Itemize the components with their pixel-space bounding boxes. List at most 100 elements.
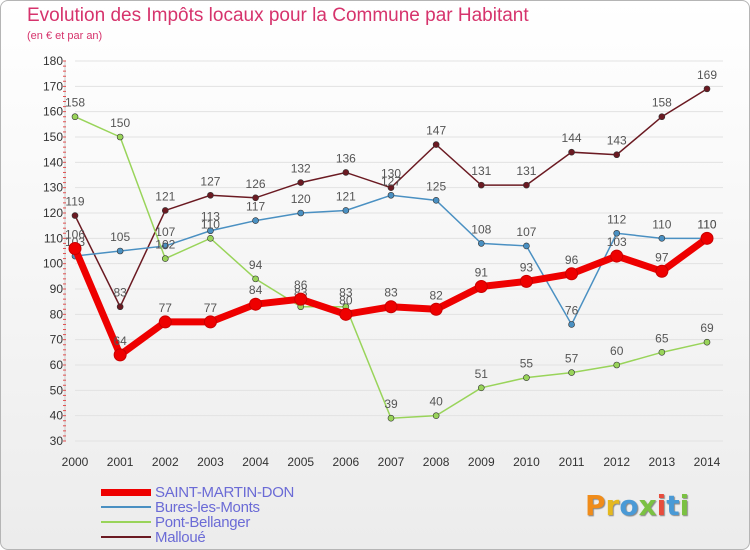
y-tick-label: 180 bbox=[43, 54, 63, 68]
point-saint-martin-don bbox=[249, 297, 263, 311]
point-pont-bellanger bbox=[523, 374, 530, 381]
data-label-bures-les-monts: 105 bbox=[110, 230, 130, 244]
data-label-malloue: 119 bbox=[65, 195, 84, 209]
y-tick-label: 140 bbox=[43, 155, 63, 169]
data-label-malloue: 127 bbox=[200, 174, 220, 188]
point-saint-martin-don bbox=[655, 264, 669, 278]
data-label-saint-martin-don: 80 bbox=[339, 293, 353, 307]
data-label-malloue: 126 bbox=[246, 177, 266, 191]
data-label-saint-martin-don: 91 bbox=[475, 265, 489, 279]
point-bures-les-monts bbox=[477, 240, 485, 247]
data-label-bures-les-monts: 127 bbox=[381, 174, 401, 188]
y-tick-label: 130 bbox=[43, 181, 63, 195]
y-tick-label: 50 bbox=[50, 383, 64, 397]
data-label-bures-les-monts: 76 bbox=[565, 303, 579, 317]
point-bures-les-monts bbox=[161, 242, 169, 250]
data-label-pont-bellanger: 55 bbox=[520, 357, 534, 371]
point-bures-les-monts bbox=[432, 197, 440, 204]
point-malloue bbox=[297, 179, 305, 186]
data-label-bures-les-monts: 108 bbox=[471, 222, 491, 236]
point-malloue bbox=[116, 303, 124, 311]
point-saint-martin-don bbox=[474, 279, 488, 293]
point-pont-bellanger bbox=[477, 384, 485, 392]
x-tick-label: 2009 bbox=[468, 455, 495, 469]
point-saint-martin-don bbox=[203, 315, 217, 329]
data-label-pont-bellanger: 102 bbox=[155, 238, 175, 252]
data-label-malloue: 136 bbox=[336, 151, 356, 165]
x-tick-label: 2008 bbox=[423, 455, 450, 469]
point-pont-bellanger bbox=[568, 369, 575, 376]
y-tick-label: 70 bbox=[50, 333, 64, 347]
point-pont-bellanger bbox=[658, 349, 666, 356]
data-label-pont-bellanger: 65 bbox=[655, 331, 669, 345]
x-tick-label: 2000 bbox=[62, 455, 89, 469]
point-pont-bellanger bbox=[71, 113, 79, 121]
data-label-pont-bellanger: 158 bbox=[65, 96, 85, 110]
point-bures-les-monts bbox=[568, 321, 575, 328]
data-label-malloue: 147 bbox=[426, 124, 446, 138]
data-label-malloue: 158 bbox=[652, 96, 672, 110]
point-bures-les-monts bbox=[207, 227, 214, 235]
legend-swatch bbox=[101, 506, 151, 508]
data-label-malloue: 131 bbox=[471, 164, 491, 178]
point-bures-les-monts bbox=[297, 209, 305, 217]
data-label-pont-bellanger: 40 bbox=[429, 395, 443, 409]
point-pont-bellanger bbox=[613, 361, 621, 369]
point-malloue bbox=[477, 181, 485, 189]
data-label-bures-les-monts: 110 bbox=[697, 217, 716, 231]
y-tick-label: 160 bbox=[43, 105, 63, 119]
data-label-pont-bellanger: 60 bbox=[610, 344, 624, 358]
legend-swatch bbox=[101, 521, 151, 523]
data-label-saint-martin-don: 93 bbox=[520, 260, 534, 274]
x-tick-label: 2011 bbox=[559, 455, 585, 469]
legend-label: Malloué bbox=[155, 529, 206, 546]
point-bures-les-monts bbox=[252, 217, 259, 224]
y-tick-label: 60 bbox=[50, 358, 64, 372]
point-malloue bbox=[613, 151, 621, 159]
legend-label: Pont-Bellanger bbox=[155, 514, 251, 531]
x-tick-label: 2003 bbox=[197, 455, 224, 469]
chart-subtitle: (en € et par an) bbox=[27, 30, 103, 42]
x-tick-label: 2006 bbox=[333, 455, 360, 469]
data-label-bures-les-monts: 113 bbox=[201, 210, 220, 224]
point-saint-martin-don bbox=[158, 315, 172, 329]
point-saint-martin-don bbox=[339, 307, 353, 321]
point-saint-martin-don bbox=[113, 348, 127, 362]
data-label-saint-martin-don: 82 bbox=[429, 288, 443, 302]
data-label-malloue: 143 bbox=[607, 134, 627, 148]
point-malloue bbox=[71, 212, 79, 219]
data-label-malloue: 121 bbox=[155, 189, 175, 203]
point-bures-les-monts bbox=[387, 191, 395, 199]
point-bures-les-monts bbox=[523, 242, 530, 250]
point-saint-martin-don bbox=[294, 292, 308, 306]
y-tick-label: 100 bbox=[43, 257, 63, 271]
x-tick-label: 2005 bbox=[287, 455, 314, 469]
data-label-pont-bellanger: 51 bbox=[475, 367, 489, 381]
data-label-saint-martin-don: 84 bbox=[249, 283, 263, 297]
legend-swatch bbox=[101, 488, 151, 496]
data-label-bures-les-monts: 117 bbox=[246, 200, 265, 214]
data-label-malloue: 131 bbox=[516, 164, 536, 178]
y-tick-label: 40 bbox=[50, 409, 64, 423]
data-label-bures-les-monts: 107 bbox=[155, 225, 175, 239]
data-label-pont-bellanger: 57 bbox=[565, 352, 579, 366]
point-bures-les-monts bbox=[658, 235, 666, 242]
data-label-saint-martin-don: 110 bbox=[697, 217, 716, 231]
point-pont-bellanger bbox=[207, 235, 214, 242]
point-saint-martin-don bbox=[429, 302, 443, 316]
data-label-pont-bellanger: 94 bbox=[249, 258, 263, 272]
data-label-bures-les-monts: 107 bbox=[516, 225, 536, 239]
data-label-saint-martin-don: 86 bbox=[294, 278, 308, 292]
y-tick-label: 120 bbox=[43, 206, 63, 220]
point-malloue bbox=[342, 169, 350, 176]
point-pont-bellanger bbox=[432, 412, 440, 419]
point-pont-bellanger bbox=[116, 133, 124, 141]
y-tick-label: 80 bbox=[50, 307, 64, 321]
data-label-pont-bellanger: 39 bbox=[384, 397, 398, 411]
proxiti-logo: Proxiti bbox=[585, 489, 690, 522]
point-malloue bbox=[161, 207, 169, 214]
data-label-bures-les-monts: 112 bbox=[607, 212, 626, 226]
point-malloue bbox=[568, 148, 575, 156]
point-saint-martin-don bbox=[384, 300, 398, 314]
